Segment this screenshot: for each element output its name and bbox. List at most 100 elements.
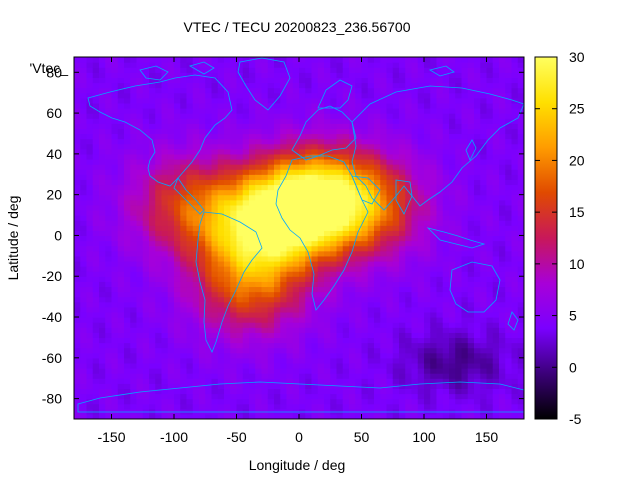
vtec-cell (492, 281, 500, 288)
vtec-cell (474, 286, 481, 293)
vtec-cell (455, 133, 463, 140)
vtec-cell (117, 97, 125, 104)
vtec-cell (292, 296, 300, 303)
vtec-cell (317, 250, 325, 257)
vtec-cell (124, 72, 131, 78)
vtec-cell (155, 255, 163, 262)
vtec-cell (386, 413, 394, 419)
vtec-cell (74, 199, 81, 206)
vtec-cell (136, 255, 144, 262)
vtec-cell (411, 215, 419, 221)
vtec-cell (492, 62, 500, 68)
vtec-cell (424, 77, 431, 84)
vtec-cell (436, 378, 444, 384)
vtec-cell (242, 107, 250, 114)
vtec-cell (305, 260, 313, 267)
vtec-cell (174, 347, 181, 354)
vtec-cell (311, 362, 319, 369)
vtec-cell (199, 87, 206, 94)
vtec-cell (455, 57, 463, 63)
vtec-cell (174, 143, 181, 150)
vtec-cell (311, 164, 319, 170)
vtec-cell (292, 102, 300, 109)
vtec-cell (342, 143, 350, 150)
vtec-cell (336, 194, 344, 201)
vtec-cell (130, 276, 138, 282)
vtec-cell (99, 148, 106, 155)
vtec-cell (99, 164, 106, 170)
vtec-cell (305, 138, 313, 145)
vtec-cell (292, 413, 300, 419)
vtec-cell (405, 169, 413, 175)
vtec-cell (417, 87, 425, 94)
vtec-cell (274, 199, 281, 206)
vtec-cell (305, 311, 313, 318)
vtec-cell (142, 148, 150, 155)
vtec-cell (161, 128, 169, 135)
vtec-cell (174, 209, 181, 216)
vtec-cell (205, 169, 213, 175)
vtec-cell (180, 57, 188, 63)
vtec-cell (149, 301, 156, 308)
vtec-cell (511, 383, 519, 390)
vtec-cell (236, 143, 244, 150)
vtec-cell (480, 82, 488, 89)
vtec-cell (224, 347, 231, 354)
vtec-cell (455, 179, 463, 186)
vtec-cell (280, 373, 288, 379)
vtec-cell (486, 87, 494, 94)
vtec-cell (205, 260, 213, 267)
vtec-cell (117, 215, 125, 221)
vtec-cell (386, 158, 394, 165)
vtec-cell (192, 220, 200, 226)
vtec-cell (405, 82, 413, 89)
vtec-cell (274, 250, 281, 257)
vtec-cell (355, 204, 363, 211)
vtec-cell (174, 107, 181, 114)
vtec-cell (155, 311, 163, 318)
vtec-cell (342, 398, 350, 405)
vtec-cell (167, 240, 175, 247)
vtec-cell (99, 72, 106, 78)
vtec-cell (230, 113, 238, 119)
vtec-cell (367, 403, 375, 410)
vtec-cell (399, 77, 406, 84)
vtec-cell (236, 373, 244, 379)
vtec-cell (461, 138, 469, 145)
vtec-cell (499, 215, 506, 221)
vtec-cell (355, 143, 363, 150)
vtec-cell (486, 276, 494, 282)
vtec-cell (499, 72, 506, 78)
vtec-cell (174, 184, 181, 191)
vtec-cell (461, 383, 469, 390)
vtec-cell (280, 255, 288, 262)
vtec-cell (324, 362, 331, 369)
vtec-cell (86, 398, 94, 405)
vtec-cell (424, 342, 431, 349)
vtec-cell (180, 123, 188, 129)
vtec-cell (211, 281, 219, 288)
vtec-cell (161, 107, 169, 114)
vtec-cell (92, 143, 100, 150)
vtec-cell (361, 240, 369, 247)
vtec-cell (367, 97, 375, 104)
vtec-cell (124, 403, 131, 410)
vtec-cell (111, 133, 119, 140)
vtec-cell (486, 378, 494, 384)
vtec-cell (161, 118, 169, 124)
vtec-cell (311, 215, 319, 221)
vtec-cell (136, 194, 144, 201)
vtec-cell (380, 352, 388, 359)
vtec-cell (205, 383, 213, 390)
vtec-cell (505, 215, 513, 221)
vtec-cell (155, 306, 163, 313)
vtec-cell (242, 209, 250, 216)
vtec-cell (474, 311, 481, 318)
vtec-cell (424, 250, 431, 257)
vtec-cell (155, 291, 163, 298)
vtec-cell (461, 92, 469, 99)
vtec-cell (217, 184, 225, 191)
vtec-cell (361, 107, 369, 114)
vtec-cell (99, 260, 106, 267)
vtec-cell (480, 337, 488, 344)
